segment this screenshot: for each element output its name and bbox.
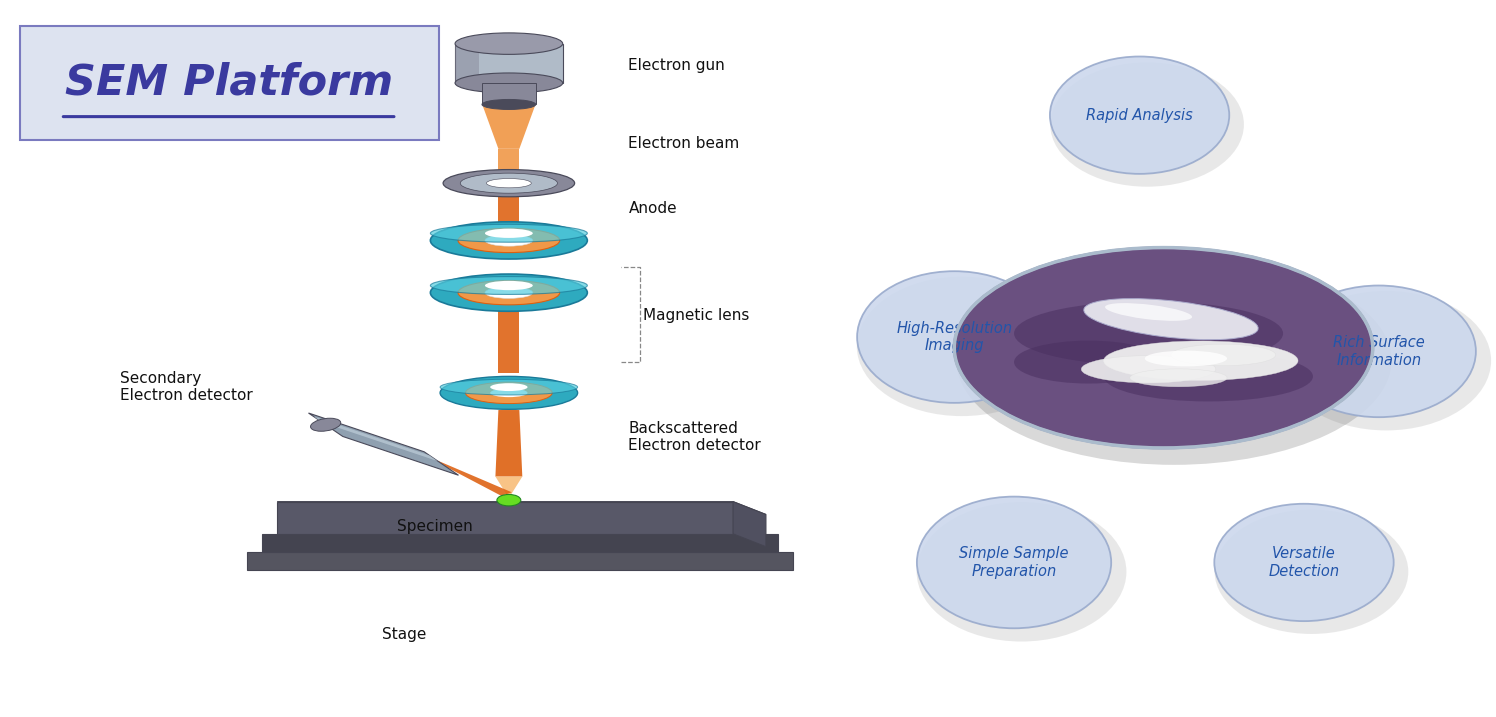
Text: Magnetic lens: Magnetic lens	[643, 308, 749, 323]
Ellipse shape	[1104, 341, 1299, 380]
Polygon shape	[495, 477, 522, 498]
Polygon shape	[498, 196, 519, 258]
Ellipse shape	[1014, 301, 1284, 366]
Circle shape	[954, 247, 1373, 448]
Ellipse shape	[491, 389, 528, 397]
Ellipse shape	[455, 73, 562, 93]
Polygon shape	[277, 502, 733, 534]
Ellipse shape	[1215, 504, 1394, 621]
Text: Electron beam: Electron beam	[628, 136, 739, 151]
Ellipse shape	[486, 179, 531, 188]
Ellipse shape	[917, 502, 1126, 642]
Ellipse shape	[1129, 369, 1227, 386]
Text: Specimen: Specimen	[396, 519, 473, 534]
Polygon shape	[733, 502, 766, 546]
Ellipse shape	[431, 274, 588, 311]
Polygon shape	[437, 460, 512, 496]
Polygon shape	[247, 551, 793, 569]
Text: Anode: Anode	[628, 201, 678, 216]
Ellipse shape	[431, 224, 588, 242]
Ellipse shape	[1083, 298, 1258, 340]
Ellipse shape	[1282, 285, 1477, 417]
Ellipse shape	[857, 277, 1067, 416]
Ellipse shape	[1014, 341, 1164, 384]
Ellipse shape	[1082, 356, 1216, 383]
Ellipse shape	[1281, 291, 1492, 430]
Ellipse shape	[465, 382, 552, 404]
Ellipse shape	[458, 228, 560, 252]
Text: Electron gun: Electron gun	[628, 57, 726, 72]
Text: Simple Sample
Preparation: Simple Sample Preparation	[959, 546, 1068, 579]
Circle shape	[956, 257, 1391, 465]
Ellipse shape	[485, 229, 533, 238]
Ellipse shape	[1104, 351, 1313, 402]
Polygon shape	[314, 417, 438, 461]
Ellipse shape	[431, 277, 588, 295]
Text: SEM Platform: SEM Platform	[66, 62, 393, 104]
Text: Stage: Stage	[381, 627, 426, 642]
Polygon shape	[262, 534, 778, 551]
Polygon shape	[498, 149, 519, 196]
Text: Versatile
Detection: Versatile Detection	[1269, 546, 1339, 579]
Ellipse shape	[455, 33, 562, 54]
FancyBboxPatch shape	[19, 26, 438, 141]
Text: Secondary
Electron detector: Secondary Electron detector	[120, 371, 253, 404]
Polygon shape	[482, 104, 536, 149]
Ellipse shape	[440, 376, 577, 409]
Ellipse shape	[485, 287, 533, 298]
Ellipse shape	[1050, 57, 1230, 174]
Ellipse shape	[311, 418, 341, 431]
Polygon shape	[498, 311, 519, 373]
Ellipse shape	[1144, 351, 1227, 366]
Ellipse shape	[1050, 62, 1243, 186]
Ellipse shape	[1215, 510, 1408, 634]
Ellipse shape	[917, 497, 1112, 628]
Ellipse shape	[443, 170, 574, 196]
Circle shape	[497, 495, 521, 506]
Polygon shape	[277, 502, 766, 515]
Polygon shape	[455, 44, 479, 83]
Ellipse shape	[431, 222, 588, 259]
Ellipse shape	[485, 281, 533, 290]
Ellipse shape	[440, 379, 577, 395]
Text: High-Resolution
Imaging: High-Resolution Imaging	[896, 320, 1013, 353]
Polygon shape	[308, 413, 458, 475]
Ellipse shape	[1171, 344, 1276, 366]
Ellipse shape	[1106, 303, 1192, 320]
Ellipse shape	[485, 234, 533, 246]
Ellipse shape	[491, 383, 528, 391]
Ellipse shape	[857, 271, 1052, 403]
FancyBboxPatch shape	[455, 44, 562, 83]
Ellipse shape	[461, 174, 558, 193]
FancyBboxPatch shape	[482, 83, 536, 105]
Text: Backscattered
Electron detector: Backscattered Electron detector	[628, 421, 761, 453]
Ellipse shape	[482, 100, 536, 110]
Text: Rich Surface
Information: Rich Surface Information	[1333, 335, 1424, 368]
Ellipse shape	[458, 280, 560, 305]
Text: Rapid Analysis: Rapid Analysis	[1086, 108, 1192, 123]
Polygon shape	[495, 410, 522, 477]
